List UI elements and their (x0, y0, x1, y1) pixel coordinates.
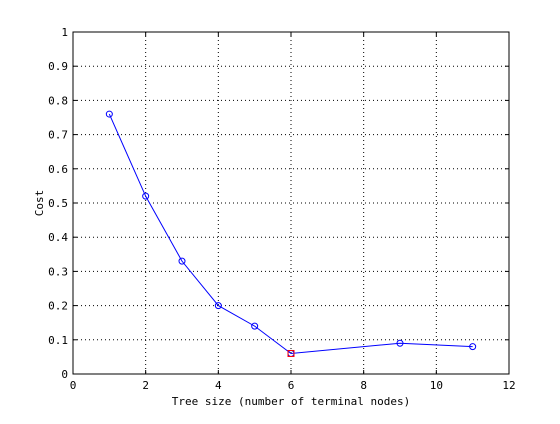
x-tick-label: 6 (288, 379, 295, 392)
x-tick-label: 8 (360, 379, 367, 392)
data-series (105, 110, 477, 357)
x-tick-label: 4 (215, 379, 222, 392)
plot-frame (72, 31, 510, 375)
axis-ticks: 0 2 4 6 8 10 12 0 0.1 0.2 0.3 0.4 0.5 0.6 0.7 0.8 0.9 1 (48, 26, 516, 392)
data-point-marker (142, 192, 150, 200)
y-tick-label: 0.6 (48, 163, 68, 176)
best-size-marker (287, 349, 295, 357)
y-tick-label: 0 (61, 368, 68, 381)
data-point-marker (214, 302, 222, 310)
y-tick-label: 0.8 (48, 94, 68, 107)
x-tick-label: 12 (502, 379, 515, 392)
x-tick-label: 2 (142, 379, 149, 392)
data-point-marker (251, 322, 259, 330)
y-tick-label: 0.7 (48, 129, 68, 142)
data-point-marker (178, 257, 186, 265)
y-tick-label: 0.3 (48, 265, 68, 278)
y-axis-label: Cost (33, 190, 46, 217)
data-point-marker (105, 110, 113, 118)
y-tick-label: 0.5 (48, 197, 68, 210)
grid (73, 32, 509, 374)
data-point-marker (396, 339, 404, 347)
y-tick-label: 0.9 (48, 60, 68, 73)
x-tick-label: 0 (70, 379, 77, 392)
y-tick-label: 0.1 (48, 334, 68, 347)
y-tick-label: 0.2 (48, 300, 68, 313)
data-point-marker (469, 343, 477, 351)
x-axis-label: Tree size (number of terminal nodes) (172, 395, 410, 408)
y-tick-label: 0.4 (48, 231, 68, 244)
y-tick-label: 1 (61, 26, 68, 39)
x-tick-label: 10 (430, 379, 443, 392)
series-line (108, 113, 473, 354)
